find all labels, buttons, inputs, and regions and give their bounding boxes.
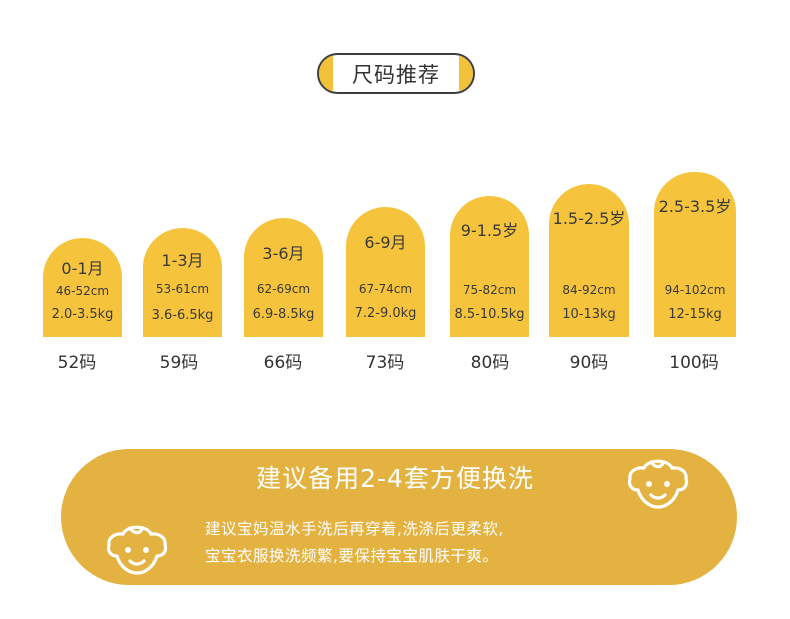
size-label: 90码	[569, 353, 609, 373]
size-label: 66码	[263, 353, 303, 373]
size-bar-59: 1-3月 53-61cm 3.6-6.5kg	[143, 228, 222, 337]
age-range: 3-6月	[262, 244, 305, 263]
weight-range: 3.6-6.5kg	[151, 308, 214, 323]
size-bar-52: 0-1月 46-52cm 2.0-3.5kg	[43, 238, 122, 337]
weight-range: 6.9-8.5kg	[252, 307, 315, 322]
size-label: 80码	[470, 353, 510, 373]
title-pill-left-cap	[319, 55, 333, 92]
height-range: 62-69cm	[256, 282, 311, 296]
title-pill: 尺码推荐	[317, 53, 475, 94]
age-range: 2.5-3.5岁	[658, 197, 732, 216]
banner-line-1: 建议宝妈温水手洗后再穿着,洗涤后更柔软,	[205, 520, 504, 538]
size-label: 100码	[669, 353, 719, 373]
weight-range: 2.0-3.5kg	[51, 307, 114, 322]
height-range: 53-61cm	[155, 282, 210, 296]
age-range: 1.5-2.5岁	[552, 209, 626, 228]
height-range: 46-52cm	[55, 284, 110, 298]
care-banner	[61, 449, 737, 585]
size-bar-90: 1.5-2.5岁 84-92cm 10-13kg	[549, 184, 629, 337]
baby-face-icon	[625, 454, 691, 514]
height-range: 94-102cm	[664, 283, 726, 297]
age-range: 9-1.5岁	[460, 221, 519, 240]
weight-range: 12-15kg	[668, 307, 722, 322]
weight-range: 7.2-9.0kg	[354, 306, 417, 321]
size-bar-66: 3-6月 62-69cm 6.9-8.5kg	[244, 218, 323, 337]
banner-title: 建议备用2-4套方便换洗	[256, 464, 534, 493]
banner-line-2: 宝宝衣服换洗频繁,要保持宝宝肌肤干爽。	[205, 547, 499, 565]
height-range: 84-92cm	[562, 283, 616, 297]
size-label: 59码	[159, 353, 199, 373]
height-range: 67-74cm	[358, 282, 413, 296]
height-range: 75-82cm	[462, 283, 517, 297]
weight-range: 10-13kg	[562, 307, 616, 322]
weight-range: 8.5-10.5kg	[454, 307, 525, 322]
age-range: 6-9月	[364, 233, 407, 252]
age-range: 1-3月	[161, 251, 204, 270]
size-bar-73: 6-9月 67-74cm 7.2-9.0kg	[346, 207, 425, 337]
size-bar-100: 2.5-3.5岁 94-102cm 12-15kg	[654, 172, 736, 337]
size-bar-80: 9-1.5岁 75-82cm 8.5-10.5kg	[450, 196, 529, 337]
size-label: 73码	[365, 353, 405, 373]
title-pill-right-cap	[459, 55, 473, 92]
size-label: 52码	[57, 353, 97, 373]
page-title: 尺码推荐	[352, 62, 440, 87]
baby-face-icon	[104, 520, 170, 580]
age-range: 0-1月	[61, 259, 104, 278]
